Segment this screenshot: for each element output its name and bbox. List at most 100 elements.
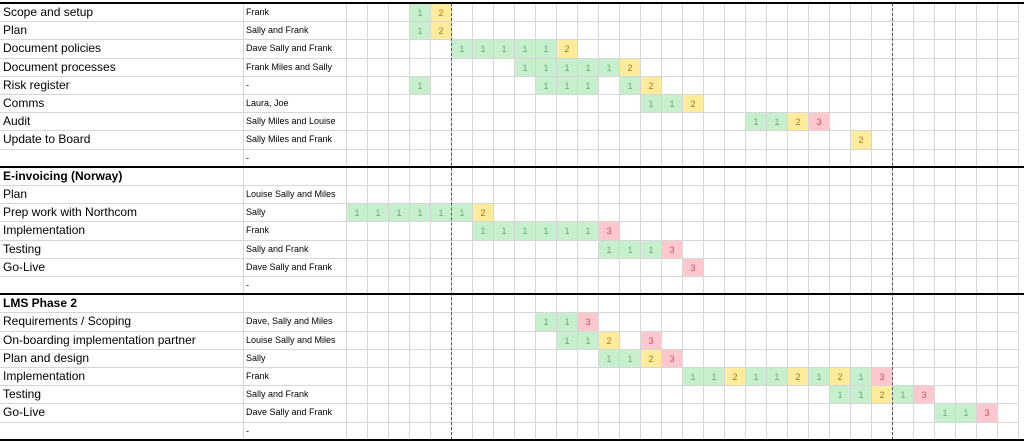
- grid-col-line: [913, 3, 914, 440]
- schedule-cell: 3: [578, 313, 598, 331]
- schedule-cell: 3: [662, 240, 682, 258]
- grid-col-line: [1018, 3, 1019, 440]
- task-label: Requirements / Scoping: [3, 314, 132, 329]
- task-label: Document processes: [3, 59, 116, 74]
- schedule-cell: 1: [830, 386, 850, 404]
- grid-col-line: [661, 3, 662, 440]
- schedule-cell: 3: [872, 368, 892, 386]
- grid-col-line: [808, 3, 809, 440]
- task-label: Plan: [3, 187, 28, 201]
- grid-col-line: [724, 3, 725, 440]
- owner-label: Dave Sally and Frank: [246, 43, 333, 54]
- owner-label: -: [246, 280, 249, 290]
- schedule-cell: 2: [641, 349, 661, 367]
- owner-label: -: [246, 152, 249, 163]
- owner-label: Frank: [246, 225, 270, 236]
- schedule-cell: 1: [956, 404, 976, 422]
- schedule-cell: 2: [557, 40, 577, 58]
- task-label: Risk register: [3, 77, 70, 92]
- grid-row-line: [0, 57, 1018, 59]
- task-label: Go-Live: [3, 259, 46, 274]
- schedule-cell: 2: [788, 368, 808, 386]
- schedule-cell: 2: [473, 204, 493, 222]
- schedule-cell: 1: [704, 368, 724, 386]
- schedule-cell: 1: [620, 76, 640, 94]
- schedule-cell: 1: [410, 4, 430, 22]
- grid-col-line: [535, 3, 536, 440]
- marker-line: [451, 3, 452, 440]
- grid-col-line: [766, 3, 767, 440]
- task-label: Testing: [3, 387, 42, 402]
- owner-label: Louise Sally and Miles: [246, 334, 336, 345]
- schedule-cell: 1: [494, 222, 514, 240]
- grid-row-line: [0, 403, 1018, 405]
- grid-col-line: [243, 3, 244, 440]
- schedule-cell: 1: [620, 349, 640, 367]
- grid-row-line: [0, 203, 1018, 205]
- schedule-cell: 1: [620, 240, 640, 258]
- grid-row-line: [0, 75, 1018, 77]
- task-label: Scope and setup: [3, 5, 94, 19]
- section-divider: [0, 2, 1024, 4]
- task-label: Implementation: [3, 369, 86, 383]
- owner-label: Laura, Joe: [246, 98, 289, 108]
- owner-label: Frank: [246, 7, 270, 17]
- owner-label: Sally: [246, 207, 266, 218]
- owner-label: Sally and Frank: [246, 25, 309, 36]
- schedule-cell: 1: [746, 113, 766, 131]
- grid-row-line: [0, 94, 1018, 95]
- grid-row-line: [0, 312, 1018, 314]
- schedule-cell: 1: [410, 22, 430, 40]
- task-label: On-boarding implementation partner: [3, 332, 196, 347]
- schedule-cell: 1: [431, 204, 451, 222]
- schedule-cell: 1: [578, 58, 598, 76]
- grid-col-line: [409, 3, 410, 440]
- grid-col-line: [787, 3, 788, 440]
- task-label: Comms: [3, 96, 45, 110]
- schedule-cell: 1: [935, 404, 955, 422]
- owner-label: Sally Miles and Frank: [246, 134, 333, 145]
- grid-col-line: [493, 3, 494, 440]
- owner-label: -: [246, 79, 249, 90]
- section-title: E-invoicing (Norway): [3, 168, 123, 183]
- schedule-cell: 2: [641, 76, 661, 94]
- schedule-cell: 2: [683, 95, 703, 113]
- grid-col-line: [682, 3, 683, 440]
- grid-col-line: [976, 3, 977, 440]
- task-label: Prep work with Northcom: [3, 205, 138, 220]
- task-label: Testing: [3, 241, 42, 256]
- schedule-cell: 2: [872, 386, 892, 404]
- schedule-cell: 3: [662, 349, 682, 367]
- owner-label: Sally Miles and Louise: [246, 116, 336, 127]
- marker-line: [892, 3, 893, 440]
- owner-label: Dave Sally and Frank: [246, 261, 333, 272]
- schedule-cell: 1: [389, 204, 409, 222]
- owner-label: Sally and Frank: [246, 243, 309, 254]
- grid-row-line: [0, 257, 1018, 259]
- owner-label: Louise Sally and Miles: [246, 189, 336, 199]
- grid-col-line: [619, 3, 620, 440]
- schedule-cell: 1: [893, 386, 913, 404]
- grid-col-line: [472, 3, 473, 440]
- owner-label: Dave, Sally and Miles: [246, 316, 333, 327]
- grid-row-line: [0, 148, 1018, 150]
- grid-row-line: [0, 185, 1018, 186]
- grid-row-line: [0, 239, 1018, 241]
- schedule-cell: 1: [368, 204, 388, 222]
- schedule-cell: 2: [830, 368, 850, 386]
- schedule-cell: 1: [578, 76, 598, 94]
- grid-col-line: [430, 3, 431, 440]
- grid-col-line: [514, 3, 515, 440]
- task-label: Document policies: [3, 41, 102, 56]
- schedule-cell: 1: [767, 368, 787, 386]
- grid-row-line: [0, 21, 1018, 23]
- schedule-cell: 1: [557, 222, 577, 240]
- schedule-cell: 1: [452, 204, 472, 222]
- grid-col-line: [829, 3, 830, 440]
- section-divider: [0, 293, 1024, 296]
- schedule-cell: 1: [494, 40, 514, 58]
- schedule-cell: 1: [683, 368, 703, 386]
- schedule-cell: 2: [620, 58, 640, 76]
- schedule-cell: 1: [599, 240, 619, 258]
